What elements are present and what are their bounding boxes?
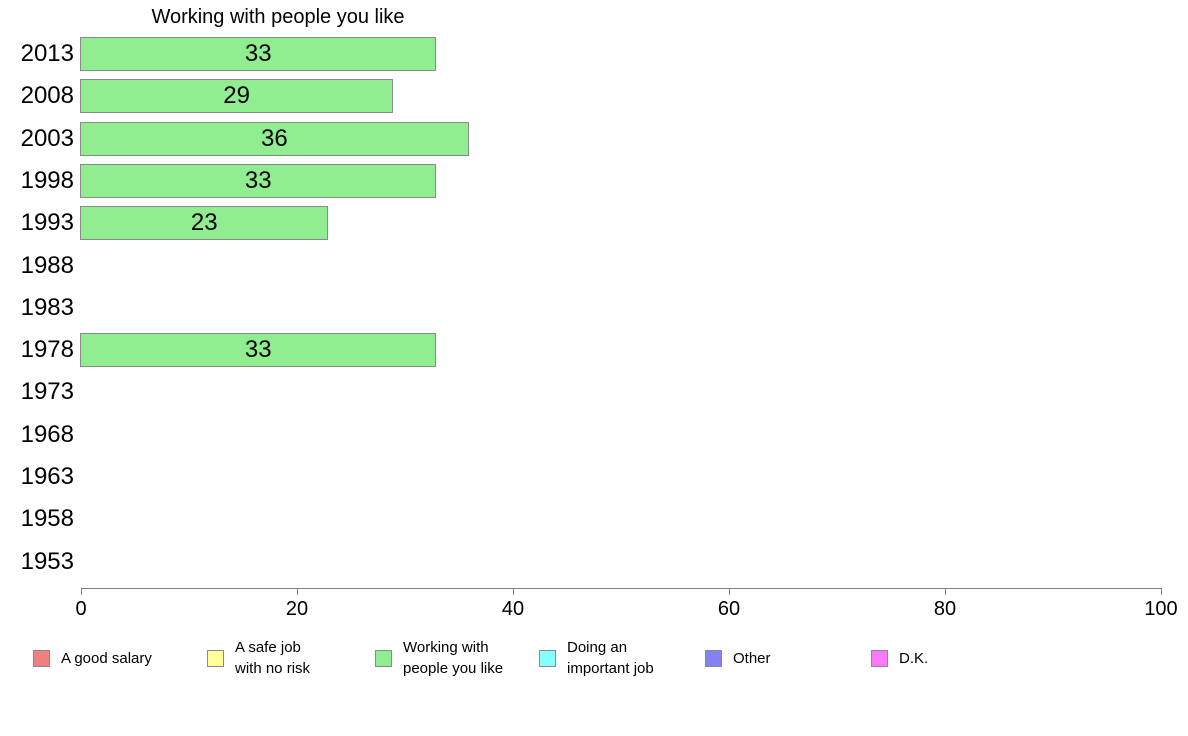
x-axis-tick	[945, 588, 946, 595]
y-axis-label: 2008	[20, 82, 74, 110]
x-axis-tick	[513, 588, 514, 595]
bar	[80, 37, 437, 71]
y-axis-label: 2003	[20, 124, 74, 152]
x-axis-tick	[297, 588, 298, 595]
y-axis-label: 1978	[20, 336, 74, 364]
chart-title: Working with people you like	[151, 6, 405, 28]
y-axis-label: 1963	[20, 463, 74, 490]
x-axis-tick	[1161, 588, 1162, 595]
y-axis-label: 1973	[20, 378, 74, 406]
legend-item: D.K.	[871, 634, 928, 682]
y-axis-label: 1988	[20, 251, 74, 279]
legend-swatch	[33, 649, 50, 667]
legend-item-label: Other	[733, 649, 771, 667]
x-axis-tick-label: 60	[717, 598, 741, 620]
legend-item-label: A good salary	[61, 649, 152, 667]
legend-item: Other	[705, 634, 771, 682]
legend-item: A good salary	[33, 634, 152, 682]
y-axis-label: 1953	[20, 547, 74, 575]
legend-item: Doing an important job	[539, 634, 665, 682]
y-axis-label: 1968	[20, 420, 74, 448]
bar	[80, 206, 329, 241]
legend-item: Working with people you like	[375, 634, 515, 682]
y-axis-label: 1998	[20, 166, 74, 194]
bar-value-label: 33	[244, 166, 272, 194]
x-axis-tick-label: 40	[501, 598, 525, 620]
x-axis-tick-label: 0	[75, 598, 87, 620]
bar	[80, 163, 437, 198]
legend-swatch	[705, 649, 722, 667]
x-axis-tick	[81, 588, 82, 595]
bar	[80, 121, 469, 156]
x-axis-tick-label: 100	[1144, 598, 1178, 620]
legend-item: A safe job with no risk	[207, 634, 325, 682]
x-axis-line	[81, 588, 1161, 589]
legend-item-label: D.K.	[899, 649, 929, 667]
legend-item-label: A safe job with no risk	[235, 639, 311, 677]
legend-item-label: Working with people you like	[403, 639, 504, 677]
y-axis-label: 2013	[20, 40, 74, 67]
y-axis-label: 1993	[20, 209, 74, 237]
legend-swatch	[375, 649, 392, 667]
bar	[80, 79, 394, 114]
bar	[80, 333, 437, 368]
y-axis-label: 1958	[20, 505, 74, 533]
legend-item-label: Doing an important job	[567, 639, 654, 677]
bar-value-label: 36	[261, 124, 288, 152]
x-axis-tick-label: 20	[285, 598, 309, 620]
legend-swatch	[207, 649, 224, 667]
x-axis-tick-label: 80	[933, 598, 957, 620]
bar-value-label: 23	[190, 209, 218, 237]
legend-swatch	[539, 649, 556, 667]
bar-value-label: 33	[244, 40, 272, 67]
bar-value-label: 29	[223, 82, 250, 110]
legend-swatch	[871, 649, 888, 667]
x-axis-tick	[729, 588, 730, 595]
y-axis-label: 1983	[20, 293, 74, 321]
bar-value-label: 33	[244, 336, 272, 364]
